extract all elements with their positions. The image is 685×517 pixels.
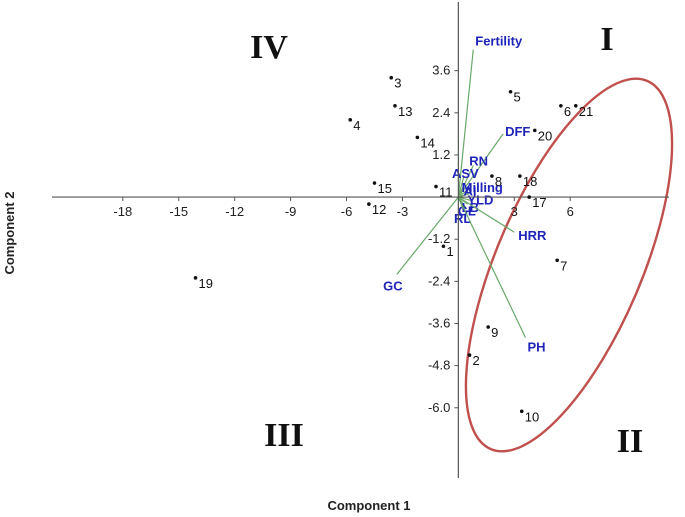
loading-label: GC [383, 278, 403, 293]
score-point [532, 128, 537, 133]
score-point [559, 103, 563, 108]
score-point [486, 325, 490, 329]
loading-label: ASV [452, 166, 479, 181]
x-tick-label: -9 [285, 204, 297, 219]
loading-line [458, 189, 469, 198]
score-point-label: 13 [398, 104, 412, 119]
score-point-label: 1 [446, 244, 453, 259]
x-tick-label: -6 [341, 204, 353, 219]
highlight-ellipse [464, 77, 674, 453]
score-point [441, 244, 446, 249]
score-point-label: 6 [564, 104, 571, 119]
loading-line [457, 49, 474, 198]
score-point-label: 19 [199, 276, 213, 291]
x-tick-label: -18 [113, 204, 132, 219]
loading-label: YLD [467, 193, 493, 208]
axes [52, 2, 669, 478]
score-point [389, 75, 394, 80]
score-point-label: 3 [394, 76, 401, 91]
y-tick-label: -2.4 [428, 273, 450, 288]
loading-label: HRR [518, 228, 547, 243]
score-point-label: 8 [495, 174, 502, 189]
loading-label: PH [527, 340, 545, 355]
score-point [519, 409, 524, 414]
score-point [367, 202, 371, 206]
score-point [372, 181, 377, 185]
x-tick-label: -15 [169, 204, 188, 219]
score-point [415, 135, 420, 140]
loading-line [457, 196, 527, 338]
loading-line [458, 196, 515, 233]
x-tick-label: -3 [397, 204, 409, 219]
score-point [518, 174, 522, 178]
score-point [555, 258, 559, 263]
score-point-label: 17 [532, 195, 546, 210]
loading-line [457, 133, 504, 198]
score-point [393, 103, 397, 108]
y-tick-label: 1.2 [432, 147, 450, 162]
score-point-label: 20 [538, 128, 552, 143]
loading-line [457, 175, 465, 198]
y-tick-label: 3.6 [432, 63, 450, 78]
score-point-label: 15 [377, 181, 391, 196]
loading-label: DFF [505, 124, 530, 139]
score-point-label: 11 [439, 185, 453, 200]
score-point [193, 276, 198, 280]
y-tick-label: 2.4 [432, 105, 450, 120]
y-axis-title: Component 2 [2, 191, 17, 274]
loading-label: Fertility [475, 34, 523, 49]
quadrant-label: III [264, 417, 304, 454]
quadrant-label: IV [250, 29, 288, 66]
score-point [467, 353, 472, 357]
score-point [434, 184, 438, 189]
score-point-label: 2 [473, 353, 480, 368]
loading-line [396, 196, 459, 275]
highlight-ellipse-group [464, 77, 674, 453]
score-point-label: 9 [491, 325, 498, 340]
score-point-label: 10 [525, 409, 539, 424]
loading-label: AI [464, 184, 477, 199]
score-point-label: 5 [514, 90, 521, 105]
loading-label: LB [462, 200, 479, 215]
score-point [527, 195, 531, 199]
y-tick-label: -6.0 [428, 400, 450, 415]
score-point [508, 89, 513, 94]
loading-label: RN [469, 153, 488, 168]
x-axis-title: Component 1 [327, 498, 410, 513]
score-point [348, 118, 353, 122]
y-tick-label: -4.8 [428, 358, 450, 373]
score-point-label: 14 [420, 135, 434, 150]
score-point-label: 7 [560, 258, 567, 273]
score-point-label: 21 [579, 104, 593, 119]
score-point-label: 12 [372, 202, 386, 217]
score-point [490, 174, 494, 178]
axis-ticks: -18 -15 -12 -9 -6 -3 3 6 3.6 2.4 1.2 -1.2 -2.4 -3.6 -4… [113, 63, 573, 415]
x-tick-label: -12 [225, 204, 244, 219]
loading-label: Milling [462, 180, 503, 195]
y-tick-label: -3.6 [428, 315, 450, 330]
quadrant-label: II [617, 423, 643, 460]
score-point-label: 4 [353, 118, 360, 133]
y-tick-label: -1.2 [428, 231, 450, 246]
quadrant-label: I [600, 21, 613, 58]
loading-line [457, 165, 474, 198]
x-tick-label: 6 [567, 204, 574, 219]
x-tick-label: 3 [511, 204, 518, 219]
score-point [573, 103, 578, 108]
score-point-label: 18 [523, 174, 537, 189]
